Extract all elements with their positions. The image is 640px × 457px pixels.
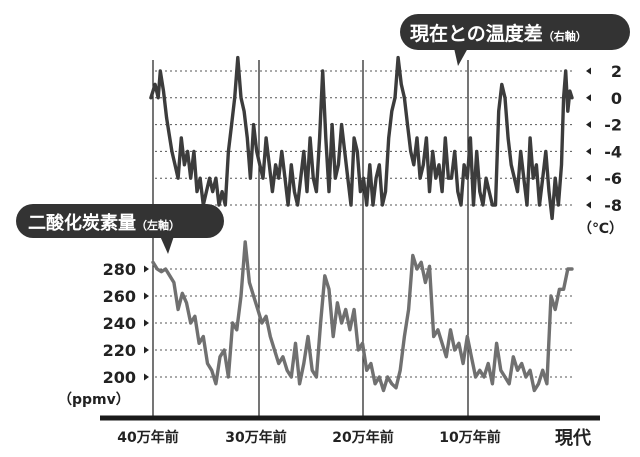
temperature-bubble-pointer (454, 48, 468, 66)
co2-tick-label: 260 (103, 287, 136, 306)
x-tick-200k: 20万年前 (332, 429, 393, 446)
co2-tick-arrow-icon (144, 265, 149, 273)
co2-unit-label: （ppmv） (58, 392, 130, 408)
temperature-line (149, 55, 574, 221)
co2-bubble-pointer (160, 236, 174, 254)
temp-tick-label: -8 (604, 196, 622, 215)
x-tick-labels: 40万年前 30万年前 20万年前 10万年前 現代 (117, 428, 591, 449)
co2-title: 二酸化炭素量（左軸） (28, 212, 180, 234)
co2-series (151, 240, 574, 393)
temperature-unit-label: （℃） (578, 221, 623, 237)
co2-line (151, 240, 574, 393)
temp-tick-arrow-icon (586, 94, 591, 102)
co2-tick-label: 280 (103, 260, 136, 279)
temp-tick-arrow-icon (586, 174, 591, 182)
co2-tick-arrow-icon (144, 292, 149, 300)
x-tick-100k: 10万年前 (439, 429, 500, 446)
temp-tick-arrow-icon (586, 147, 591, 155)
co2-tick-arrow-icon (144, 346, 149, 354)
temp-tick-arrow-icon (586, 121, 591, 129)
temp-tick-label: 0 (611, 89, 622, 108)
temperature-bubble-bg (400, 14, 630, 50)
temperature-title: 現在との温度差（右軸） (410, 22, 587, 45)
co2-tick-label: 200 (103, 368, 136, 387)
co2-tick-arrow-icon (144, 319, 149, 327)
temperature-series (149, 55, 574, 221)
temp-tick-label: -4 (604, 142, 622, 161)
x-tick-400k: 40万年前 (117, 429, 178, 446)
co2-tick-arrow-icon (144, 373, 149, 381)
temp-tick-label: 2 (611, 62, 622, 81)
co2-tick-label: 240 (103, 314, 136, 333)
temp-tick-label: -2 (604, 116, 622, 135)
co2-tick-label: 220 (103, 341, 136, 360)
axis-ticks: 2 0 -2 -4 -6 -8 280 260 240 220 200 (103, 62, 622, 387)
temp-tick-label: -6 (604, 169, 622, 188)
x-tick-present: 現代 (555, 428, 591, 449)
temp-tick-arrow-icon (586, 201, 591, 209)
temperature-title-bubble: 現在との温度差（右軸） (400, 14, 630, 66)
co2-bubble-bg (16, 204, 224, 238)
x-tick-300k: 30万年前 (225, 429, 286, 446)
co2-title-bubble: 二酸化炭素量（左軸） (16, 204, 224, 254)
temp-tick-arrow-icon (586, 67, 591, 75)
